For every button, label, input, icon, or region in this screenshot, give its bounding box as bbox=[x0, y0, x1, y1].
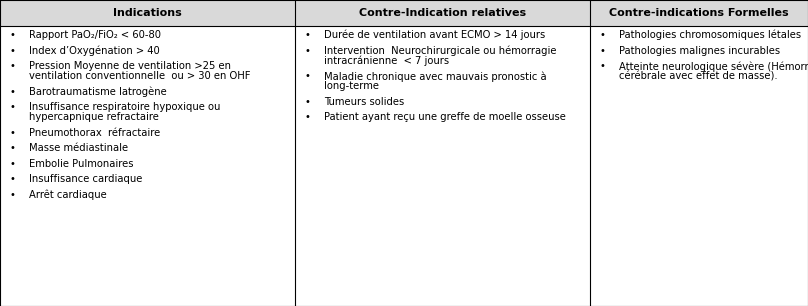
Text: intracránienne  < 7 jours: intracránienne < 7 jours bbox=[324, 55, 449, 66]
Text: •: • bbox=[305, 46, 310, 55]
Text: •: • bbox=[305, 96, 310, 106]
Text: Rapport PaO₂/FiO₂ < 60-80: Rapport PaO₂/FiO₂ < 60-80 bbox=[29, 30, 161, 40]
Text: Patient ayant reçu une greffe de moelle osseuse: Patient ayant reçu une greffe de moelle … bbox=[324, 112, 566, 122]
Text: Barotraumatisme Iatrogène: Barotraumatisme Iatrogène bbox=[29, 87, 166, 97]
Bar bbox=[0, 0, 295, 26]
Text: Pneumothorax  réfractaire: Pneumothorax réfractaire bbox=[29, 128, 160, 137]
Text: •: • bbox=[600, 30, 605, 40]
Text: •: • bbox=[600, 61, 605, 71]
Text: •: • bbox=[10, 46, 15, 55]
Text: •: • bbox=[10, 87, 15, 96]
Bar bbox=[590, 0, 808, 26]
Text: Maladie chronique avec mauvais pronostic à: Maladie chronique avec mauvais pronostic… bbox=[324, 71, 547, 81]
Text: •: • bbox=[305, 112, 310, 122]
Text: Indications: Indications bbox=[113, 8, 182, 18]
Text: Pathologies malignes incurables: Pathologies malignes incurables bbox=[619, 46, 780, 55]
Text: Index d’Oxygénation > 40: Index d’Oxygénation > 40 bbox=[29, 46, 160, 56]
Text: long-terme: long-terme bbox=[324, 81, 379, 91]
Text: Durée de ventilation avant ECMO > 14 jours: Durée de ventilation avant ECMO > 14 jou… bbox=[324, 30, 545, 40]
Text: Embolie Pulmonaires: Embolie Pulmonaires bbox=[29, 159, 133, 169]
Text: •: • bbox=[10, 143, 15, 153]
Text: •: • bbox=[305, 71, 310, 81]
Text: •: • bbox=[10, 189, 15, 200]
Text: •: • bbox=[10, 61, 15, 71]
Text: •: • bbox=[305, 30, 310, 40]
Text: •: • bbox=[600, 46, 605, 55]
Text: Tumeurs solides: Tumeurs solides bbox=[324, 96, 404, 106]
Text: Atteinte neurologique sévère (Hémorragie: Atteinte neurologique sévère (Hémorragie bbox=[619, 61, 808, 72]
Text: •: • bbox=[10, 30, 15, 40]
Text: cérébrale avec effet de masse).: cérébrale avec effet de masse). bbox=[619, 71, 777, 81]
Text: hypercapnique refractaire: hypercapnique refractaire bbox=[29, 112, 159, 122]
Text: •: • bbox=[10, 174, 15, 184]
Text: Pression Moyenne de ventilation >25 en: Pression Moyenne de ventilation >25 en bbox=[29, 61, 231, 71]
Text: Pathologies chromosomiques létales: Pathologies chromosomiques létales bbox=[619, 30, 801, 40]
Text: Contre-Indication relatives: Contre-Indication relatives bbox=[359, 8, 526, 18]
Text: Insuffisance cardiaque: Insuffisance cardiaque bbox=[29, 174, 142, 184]
Text: •: • bbox=[10, 159, 15, 169]
Text: Contre-indications Formelles: Contre-indications Formelles bbox=[609, 8, 789, 18]
Text: Arrêt cardiaque: Arrêt cardiaque bbox=[29, 189, 107, 200]
Bar bbox=[295, 0, 590, 26]
Text: ventilation conventionnelle  ou > 30 en OHF: ventilation conventionnelle ou > 30 en O… bbox=[29, 71, 250, 81]
Text: •: • bbox=[10, 102, 15, 112]
Text: Masse médiastinale: Masse médiastinale bbox=[29, 143, 128, 153]
Text: Insuffisance respiratoire hypoxique ou: Insuffisance respiratoire hypoxique ou bbox=[29, 102, 221, 112]
Text: Intervention  Neurochirurgicale ou hémorragie: Intervention Neurochirurgicale ou hémorr… bbox=[324, 46, 557, 56]
Text: •: • bbox=[10, 128, 15, 137]
